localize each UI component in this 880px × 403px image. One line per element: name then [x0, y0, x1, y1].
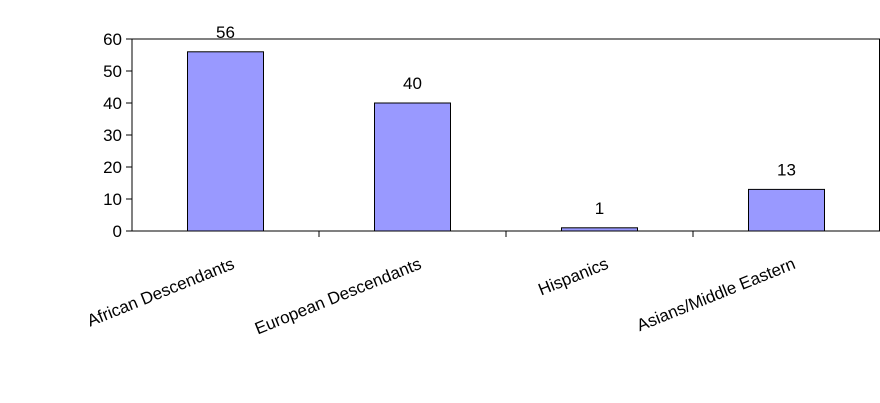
- bar-series: [187, 51, 825, 232]
- x-category-label: Asians/Middle Eastern: [634, 254, 798, 335]
- bar: [561, 227, 638, 232]
- y-axis-ticks: 0 10 20 30 40 50 60: [103, 30, 132, 241]
- y-tick-label: 50: [103, 62, 122, 81]
- data-labels: 56 40 1 13: [216, 23, 796, 218]
- x-category-label: African Descendants: [84, 254, 237, 330]
- bar: [374, 102, 451, 232]
- y-tick-label: 0: [113, 222, 122, 241]
- data-label: 56: [216, 23, 235, 42]
- bar: [187, 51, 264, 232]
- x-category-label: European Descendants: [252, 254, 424, 338]
- x-axis-labels: African Descendants European Descendants H…: [84, 254, 798, 338]
- y-tick-label: 30: [103, 126, 122, 145]
- y-tick-label: 20: [103, 158, 122, 177]
- data-label: 1: [595, 199, 604, 218]
- data-label: 40: [403, 74, 422, 93]
- data-label: 13: [777, 160, 796, 179]
- y-tick-label: 60: [103, 30, 122, 49]
- y-tick-label: 40: [103, 94, 122, 113]
- bar: [748, 188, 825, 232]
- x-category-label: Hispanics: [536, 254, 611, 299]
- y-tick-label: 10: [103, 190, 122, 209]
